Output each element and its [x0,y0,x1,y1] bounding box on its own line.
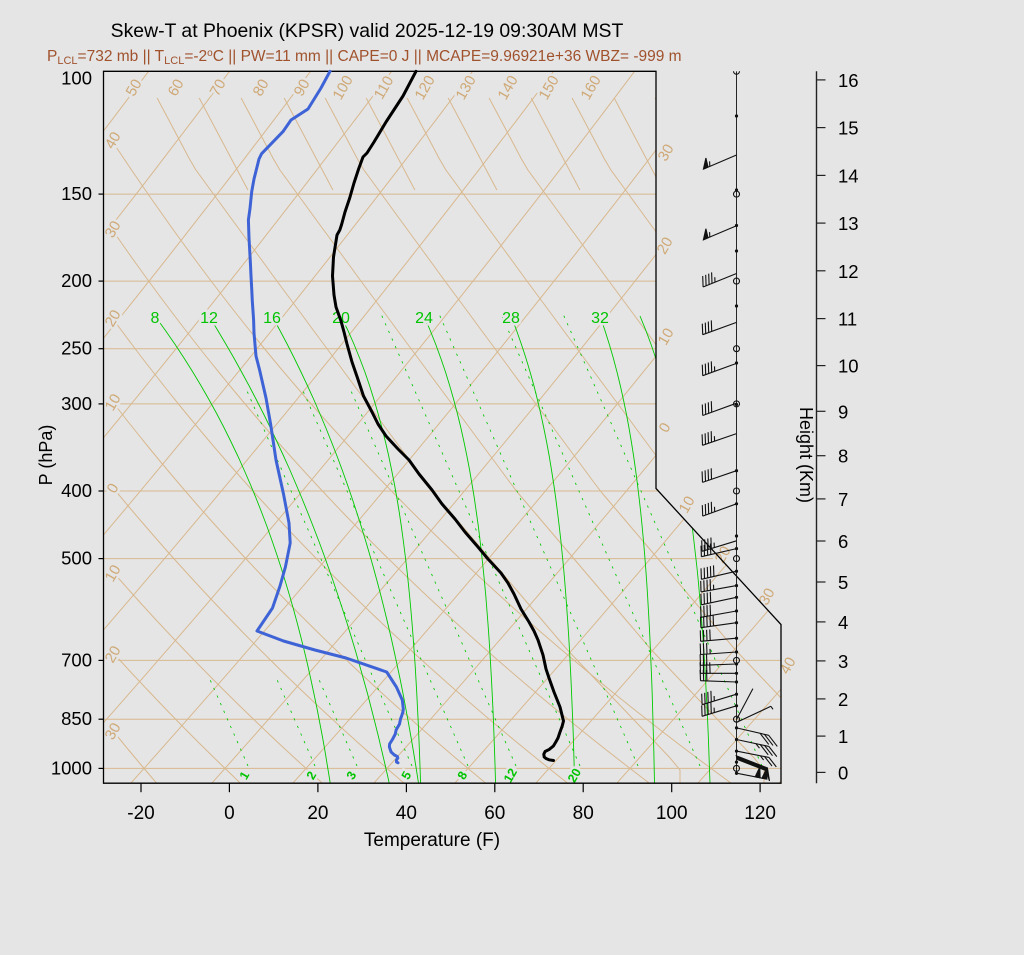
svg-text:12: 12 [838,261,859,282]
svg-text:8: 8 [838,446,848,467]
svg-text:10: 10 [838,356,859,377]
svg-text:120: 120 [744,803,776,824]
svg-text:60: 60 [484,803,505,824]
svg-text:400: 400 [61,480,92,501]
svg-text:16: 16 [838,70,859,91]
svg-text:24: 24 [415,310,433,327]
svg-text:32: 32 [591,310,609,327]
svg-text:28: 28 [502,310,520,327]
svg-text:14: 14 [838,165,859,186]
svg-text:700: 700 [61,649,92,670]
svg-text:16: 16 [263,310,281,327]
svg-text:9: 9 [838,401,848,422]
svg-text:PLCL=732 mb || TLCL=-2oC || PW: PLCL=732 mb || TLCL=-2oC || PW=11 mm || … [47,48,682,67]
svg-text:3: 3 [838,651,848,672]
svg-text:250: 250 [61,338,92,359]
svg-text:-20: -20 [127,803,154,824]
svg-text:12: 12 [200,310,218,327]
svg-text:500: 500 [61,548,92,569]
svg-text:80: 80 [573,803,594,824]
svg-text:1000: 1000 [51,757,92,778]
svg-text:7: 7 [838,489,848,510]
svg-text:Skew-T at Phoenix (KPSR) valid: Skew-T at Phoenix (KPSR) valid 2025-12-1… [111,20,624,42]
svg-text:13: 13 [838,213,859,234]
svg-text:8: 8 [151,310,160,327]
svg-text:150: 150 [61,183,92,204]
svg-text:20: 20 [307,803,328,824]
svg-text:4: 4 [838,612,848,633]
svg-text:200: 200 [61,270,92,291]
svg-text:100: 100 [61,68,92,89]
svg-text:6: 6 [838,531,848,552]
svg-text:300: 300 [61,393,92,414]
svg-text:0: 0 [838,762,848,783]
svg-text:15: 15 [838,118,859,139]
svg-text:1: 1 [838,726,848,747]
svg-text:P (hPa): P (hPa) [36,425,56,486]
svg-text:Height (Km): Height (Km) [796,407,816,503]
svg-text:850: 850 [61,708,92,729]
svg-text:0: 0 [224,803,235,824]
svg-text:Temperature (F): Temperature (F) [364,830,500,851]
svg-text:5: 5 [838,572,848,593]
svg-text:11: 11 [838,309,857,330]
svg-text:2: 2 [838,689,848,710]
svg-text:40: 40 [396,803,417,824]
svg-text:100: 100 [656,803,688,824]
